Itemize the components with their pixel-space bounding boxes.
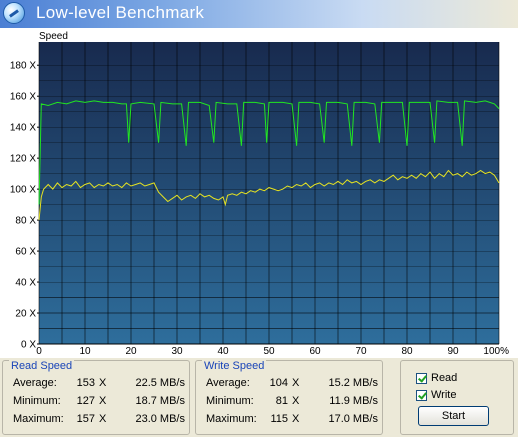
write-maximum-row: Maximum: 115 X 17.0 MB/s — [196, 413, 382, 429]
read-checkbox[interactable] — [416, 373, 427, 384]
x-tick-label: 100% — [483, 346, 509, 357]
read-speed-group: Read Speed Average: 153 X 22.5 MB/s Mini… — [2, 360, 190, 435]
window-title: Low-level Benchmark — [36, 3, 205, 22]
y-tick-label: 60 X — [15, 247, 36, 258]
read-maximum-row: Maximum: 157 X 23.0 MB/s — [3, 413, 189, 429]
write-speed-title: Write Speed — [202, 360, 267, 372]
start-button[interactable]: Start — [418, 406, 489, 426]
y-tick-label: 180 X — [10, 61, 36, 72]
y-tick-label: 20 X — [15, 309, 36, 320]
write-average-row: Average: 104 X 15.2 MB/s — [196, 377, 382, 393]
write-checkbox[interactable] — [416, 390, 427, 401]
x-tick-label: 60 — [309, 346, 321, 357]
read-minimum-label: Minimum: — [13, 395, 61, 407]
y-tick-label: 160 X — [10, 92, 36, 103]
read-checkbox-label: Read — [431, 372, 458, 384]
write-average-label: Average: — [206, 377, 250, 389]
write-maximum-x: 115 — [270, 413, 288, 425]
write-minimum-row: Minimum: 81 X 11.9 MB/s — [196, 395, 382, 411]
title-bar: Low-level Benchmark — [0, 0, 518, 28]
x-unit: X — [99, 395, 107, 407]
x-tick-label: 0 — [36, 346, 42, 357]
write-minimum-mbs: 11.9 MB/s — [329, 395, 378, 407]
read-average-label: Average: — [13, 377, 57, 389]
y-tick-label: 40 X — [15, 278, 36, 289]
y-tick-label: 100 X — [10, 185, 36, 196]
x-tick-label: 20 — [125, 346, 137, 357]
options-group: Read Write — [400, 360, 514, 435]
read-speed-line — [38, 100, 500, 205]
x-tick-label: 40 — [217, 346, 229, 357]
write-maximum-label: Maximum: — [206, 413, 257, 425]
x-tick-label: 50 — [263, 346, 275, 357]
x-unit: X — [99, 377, 107, 389]
y-tick-label: 0 X — [21, 340, 36, 351]
read-maximum-x: 157 — [76, 413, 95, 425]
y-tick-label: 80 X — [15, 216, 36, 227]
read-minimum-x: 127 — [76, 395, 95, 407]
read-average-row: Average: 153 X 22.5 MB/s — [3, 377, 189, 393]
write-minimum-x: 81 — [275, 395, 288, 407]
speed-chart: Speed 0 X 20 X 40 X 60 X 80 X 100 X 120 X 140 X… — [0, 28, 518, 358]
x-unit: X — [292, 413, 300, 425]
x-tick-label: 70 — [355, 346, 367, 357]
y-tick-label: 140 X — [10, 123, 36, 134]
read-minimum-row: Minimum: 127 X 18.7 MB/s — [3, 395, 189, 411]
read-average-x: 153 — [76, 377, 95, 389]
x-unit: X — [292, 377, 300, 389]
x-tick-label: 90 — [447, 346, 459, 357]
x-tick-label: 80 — [401, 346, 413, 357]
speedometer-icon — [3, 2, 25, 24]
read-minimum-mbs: 18.7 MB/s — [135, 395, 185, 407]
write-average-mbs: 15.2 MB/s — [328, 377, 378, 389]
y-tick-label: 120 X — [10, 154, 36, 165]
write-maximum-mbs: 17.0 MB/s — [328, 413, 378, 425]
write-checkbox-label: Write — [431, 389, 457, 401]
x-unit: X — [99, 413, 107, 425]
write-speed-line — [38, 169, 500, 221]
read-average-mbs: 22.5 MB/s — [135, 377, 185, 389]
write-speed-group: Write Speed Average: 104 X 15.2 MB/s Min… — [195, 360, 383, 435]
x-tick-label: 10 — [79, 346, 91, 357]
x-unit: X — [292, 395, 300, 407]
read-maximum-label: Maximum: — [13, 413, 64, 425]
read-speed-title: Read Speed — [9, 360, 75, 372]
read-maximum-mbs: 23.0 MB/s — [135, 413, 185, 425]
x-tick-label: 30 — [171, 346, 183, 357]
write-average-x: 104 — [269, 377, 288, 389]
write-minimum-label: Minimum: — [206, 395, 254, 407]
y-axis-label: Speed — [39, 31, 68, 42]
